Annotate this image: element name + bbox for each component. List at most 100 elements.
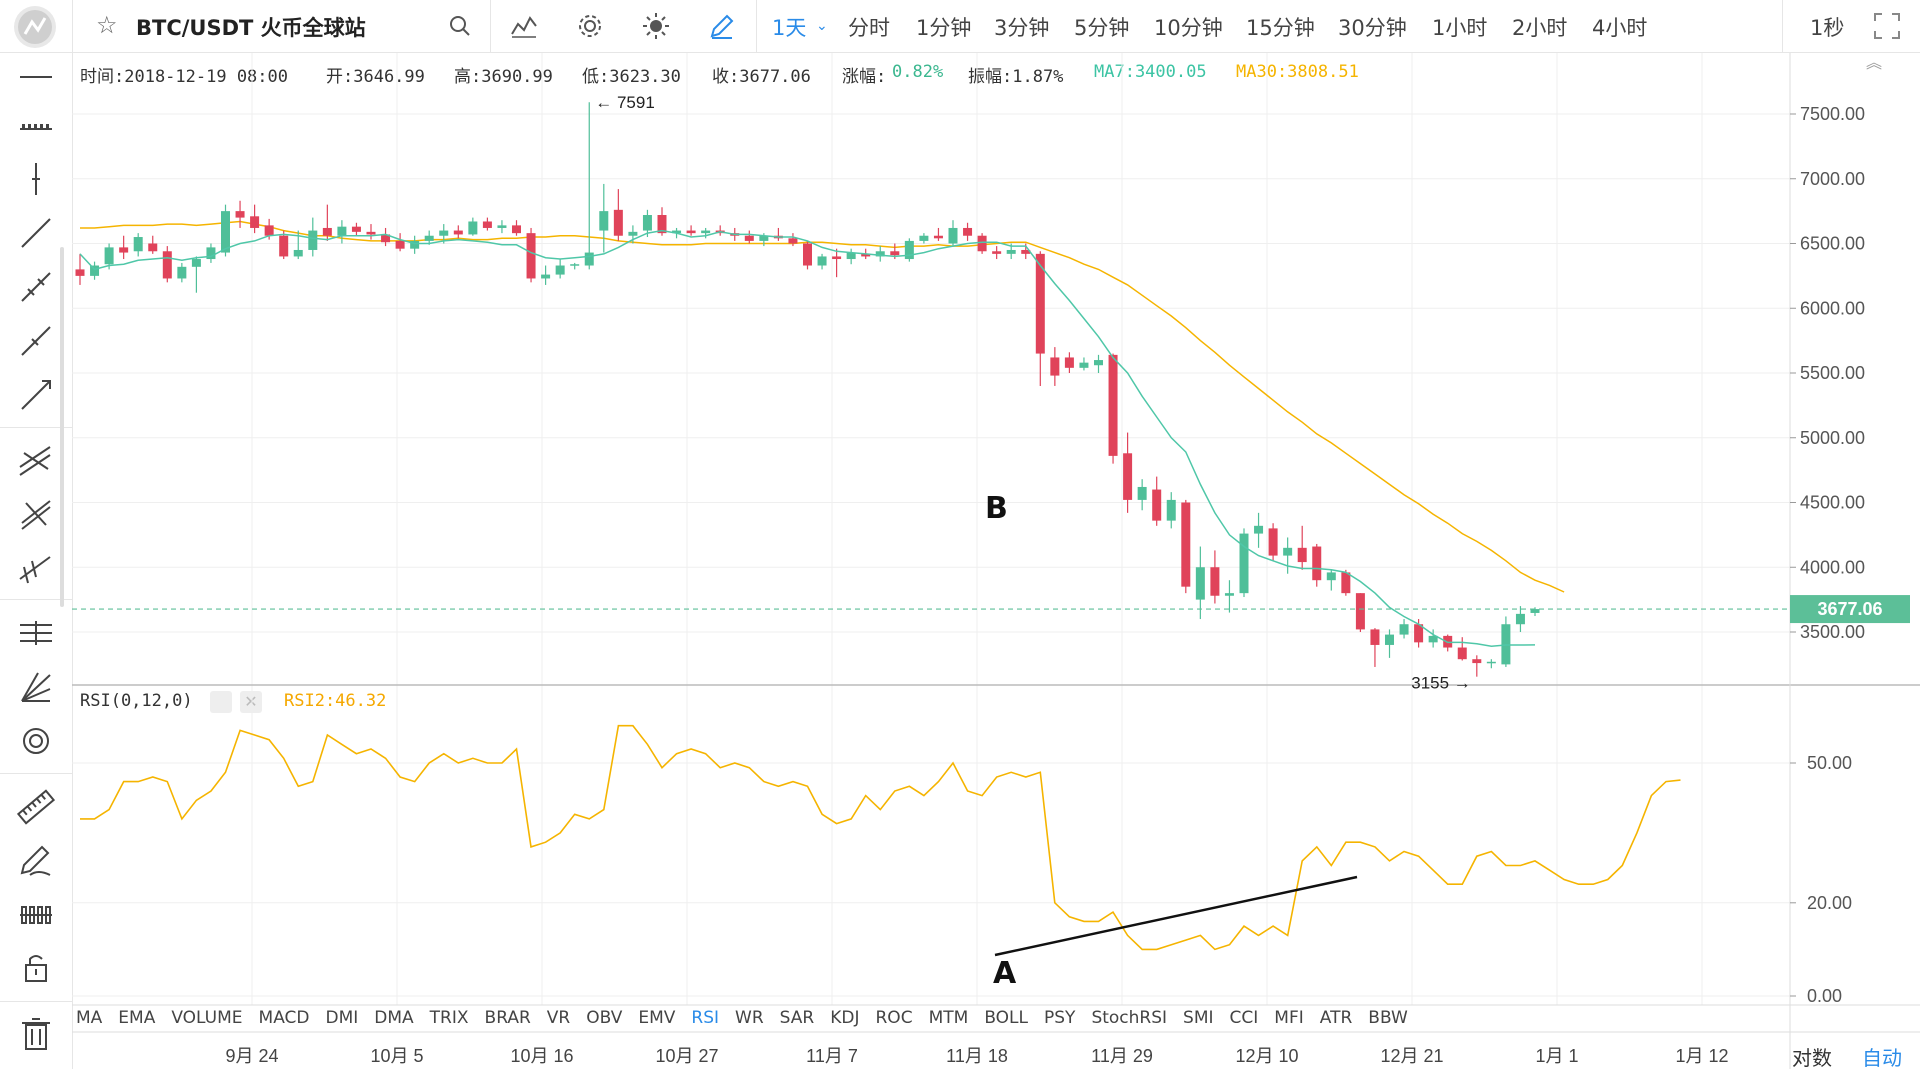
rsi-settings-icon[interactable] [210, 691, 232, 713]
indicator-tab-ema[interactable]: EMA [118, 1008, 156, 1028]
candle-body [919, 235, 929, 241]
indicator-tab-brar[interactable]: BRAR [484, 1008, 531, 1028]
indicator-tab-wr[interactable]: WR [735, 1008, 764, 1028]
indicator-tab-emv[interactable]: EMV [638, 1008, 676, 1028]
candle-body [555, 265, 565, 275]
parallel-channel-icon[interactable] [14, 439, 58, 479]
vertical-line-icon[interactable] [14, 159, 58, 199]
timeframe-tick[interactable]: 分时 [848, 16, 890, 40]
indicator-tab-macd[interactable]: MACD [258, 1008, 310, 1028]
arrow-line-icon[interactable] [14, 375, 58, 415]
fib-channel-icon[interactable] [14, 547, 58, 587]
timeframe-dropdown-icon[interactable]: ⌄ [816, 18, 828, 34]
indicator-tab-vr[interactable]: VR [546, 1008, 571, 1028]
timeframe-5m[interactable]: 5分钟 [1074, 16, 1130, 40]
indicator-tab-trix[interactable]: TRIX [429, 1008, 469, 1028]
ohlc-change-label: 涨幅: [842, 67, 887, 87]
extended-line-icon[interactable] [14, 267, 58, 307]
price-tick-label: 6000.00 [1800, 298, 1865, 318]
indicator-tab-boll[interactable]: BOLL [984, 1008, 1028, 1028]
candle-body [90, 265, 100, 276]
auto-scale-toggle[interactable]: 自动 [1862, 1046, 1902, 1070]
candle-body [701, 230, 711, 234]
candle-body [1530, 609, 1540, 613]
timeframe-2h[interactable]: 2小时 [1512, 16, 1568, 40]
toolbar-scrollbar[interactable] [60, 247, 64, 607]
indicator-tab-ma[interactable]: MA [76, 1008, 103, 1028]
candle-body [1224, 593, 1234, 596]
pitchfork-icon[interactable] [14, 493, 58, 533]
brush-icon[interactable] [14, 841, 58, 881]
candle-body [1239, 533, 1249, 594]
indicator-tab-volume[interactable]: VOLUME [171, 1008, 243, 1028]
symbol-title[interactable]: BTC/USDT 火币全球站 [136, 16, 366, 40]
candle-body [1021, 249, 1031, 254]
rsi-layer [80, 724, 1681, 951]
candle-body [453, 230, 463, 235]
trash-icon[interactable] [14, 1013, 58, 1053]
rsi-tick-label: 50.00 [1807, 753, 1852, 773]
candle-body [977, 235, 987, 252]
ray-line-icon[interactable] [14, 321, 58, 361]
toolbar-divider [0, 427, 72, 428]
timeframe-1m[interactable]: 1分钟 [916, 16, 972, 40]
favorite-star-icon[interactable]: ☆ [96, 11, 118, 39]
fullscreen-icon[interactable] [1872, 11, 1902, 41]
candles-tool-icon[interactable] [14, 895, 58, 935]
indicator-tab-cci[interactable]: CCI [1229, 1008, 1259, 1028]
draw-pencil-icon[interactable] [706, 10, 738, 42]
candle-body [1254, 525, 1264, 534]
low-marker-label: 3155 → [1411, 674, 1471, 693]
trend-line-icon[interactable] [14, 213, 58, 253]
log-scale-toggle[interactable]: 对数 [1792, 1046, 1832, 1070]
lock-icon[interactable] [14, 949, 58, 989]
candle-body [1137, 486, 1147, 500]
timeframe-15m[interactable]: 15分钟 [1246, 16, 1315, 40]
chart-type-icon[interactable] [508, 10, 540, 42]
search-icon[interactable] [444, 10, 476, 42]
indicator-tab-atr[interactable]: ATR [1319, 1008, 1353, 1028]
timeframe-1h[interactable]: 1小时 [1432, 16, 1488, 40]
horizontal-ray-icon[interactable] [14, 107, 58, 147]
rsi-tick-label: 20.00 [1807, 893, 1852, 913]
refresh-interval[interactable]: 1秒 [1810, 16, 1845, 40]
candle-body [570, 264, 580, 266]
timeframe-10m[interactable]: 10分钟 [1154, 16, 1223, 40]
logo-icon[interactable] [12, 4, 58, 50]
price-axis-collapse-icon[interactable]: ︽ [1866, 53, 1882, 72]
indicator-tab-bbw[interactable]: BBW [1368, 1008, 1408, 1028]
settings-gear-icon[interactable] [574, 10, 606, 42]
timeframe-3m[interactable]: 3分钟 [994, 16, 1050, 40]
rsi-close-icon[interactable]: ✕ [240, 691, 262, 713]
indicator-tab-stochrsi[interactable]: StochRSI [1091, 1008, 1168, 1028]
date-tick-label: 11月 29 [1091, 1046, 1153, 1066]
indicator-tab-mfi[interactable]: MFI [1274, 1008, 1304, 1028]
indicator-tab-obv[interactable]: OBV [586, 1008, 623, 1028]
indicator-tab-dma[interactable]: DMA [374, 1008, 414, 1028]
timeframe-1d[interactable]: 1天 [772, 16, 807, 40]
fib-levels-icon[interactable] [14, 613, 58, 653]
indicator-tab-smi[interactable]: SMI [1183, 1008, 1214, 1028]
candle-body [497, 225, 507, 228]
indicator-tab-rsi[interactable]: RSI [691, 1008, 720, 1028]
theme-sun-icon[interactable] [640, 10, 672, 42]
timeframe-4h[interactable]: 4小时 [1592, 16, 1648, 40]
candle-body [541, 274, 551, 279]
candle-body [759, 235, 769, 241]
indicator-tab-dmi[interactable]: DMI [325, 1008, 359, 1028]
candle-body [119, 247, 129, 253]
indicator-tab-mtm[interactable]: MTM [928, 1008, 969, 1028]
candle-body [1355, 593, 1365, 630]
horizontal-line-icon[interactable] [14, 57, 58, 97]
gann-fan-icon[interactable] [14, 667, 58, 707]
candle-body [1079, 362, 1089, 368]
ruler-icon[interactable] [14, 787, 58, 827]
indicator-tab-roc[interactable]: ROC [875, 1008, 913, 1028]
timeframe-30m[interactable]: 30分钟 [1338, 16, 1407, 40]
indicator-tab-psy[interactable]: PSY [1044, 1008, 1076, 1028]
indicator-tab-kdj[interactable]: KDJ [830, 1008, 860, 1028]
candle-body [613, 209, 623, 236]
indicator-tab-sar[interactable]: SAR [779, 1008, 815, 1028]
spiral-icon[interactable] [14, 721, 58, 761]
